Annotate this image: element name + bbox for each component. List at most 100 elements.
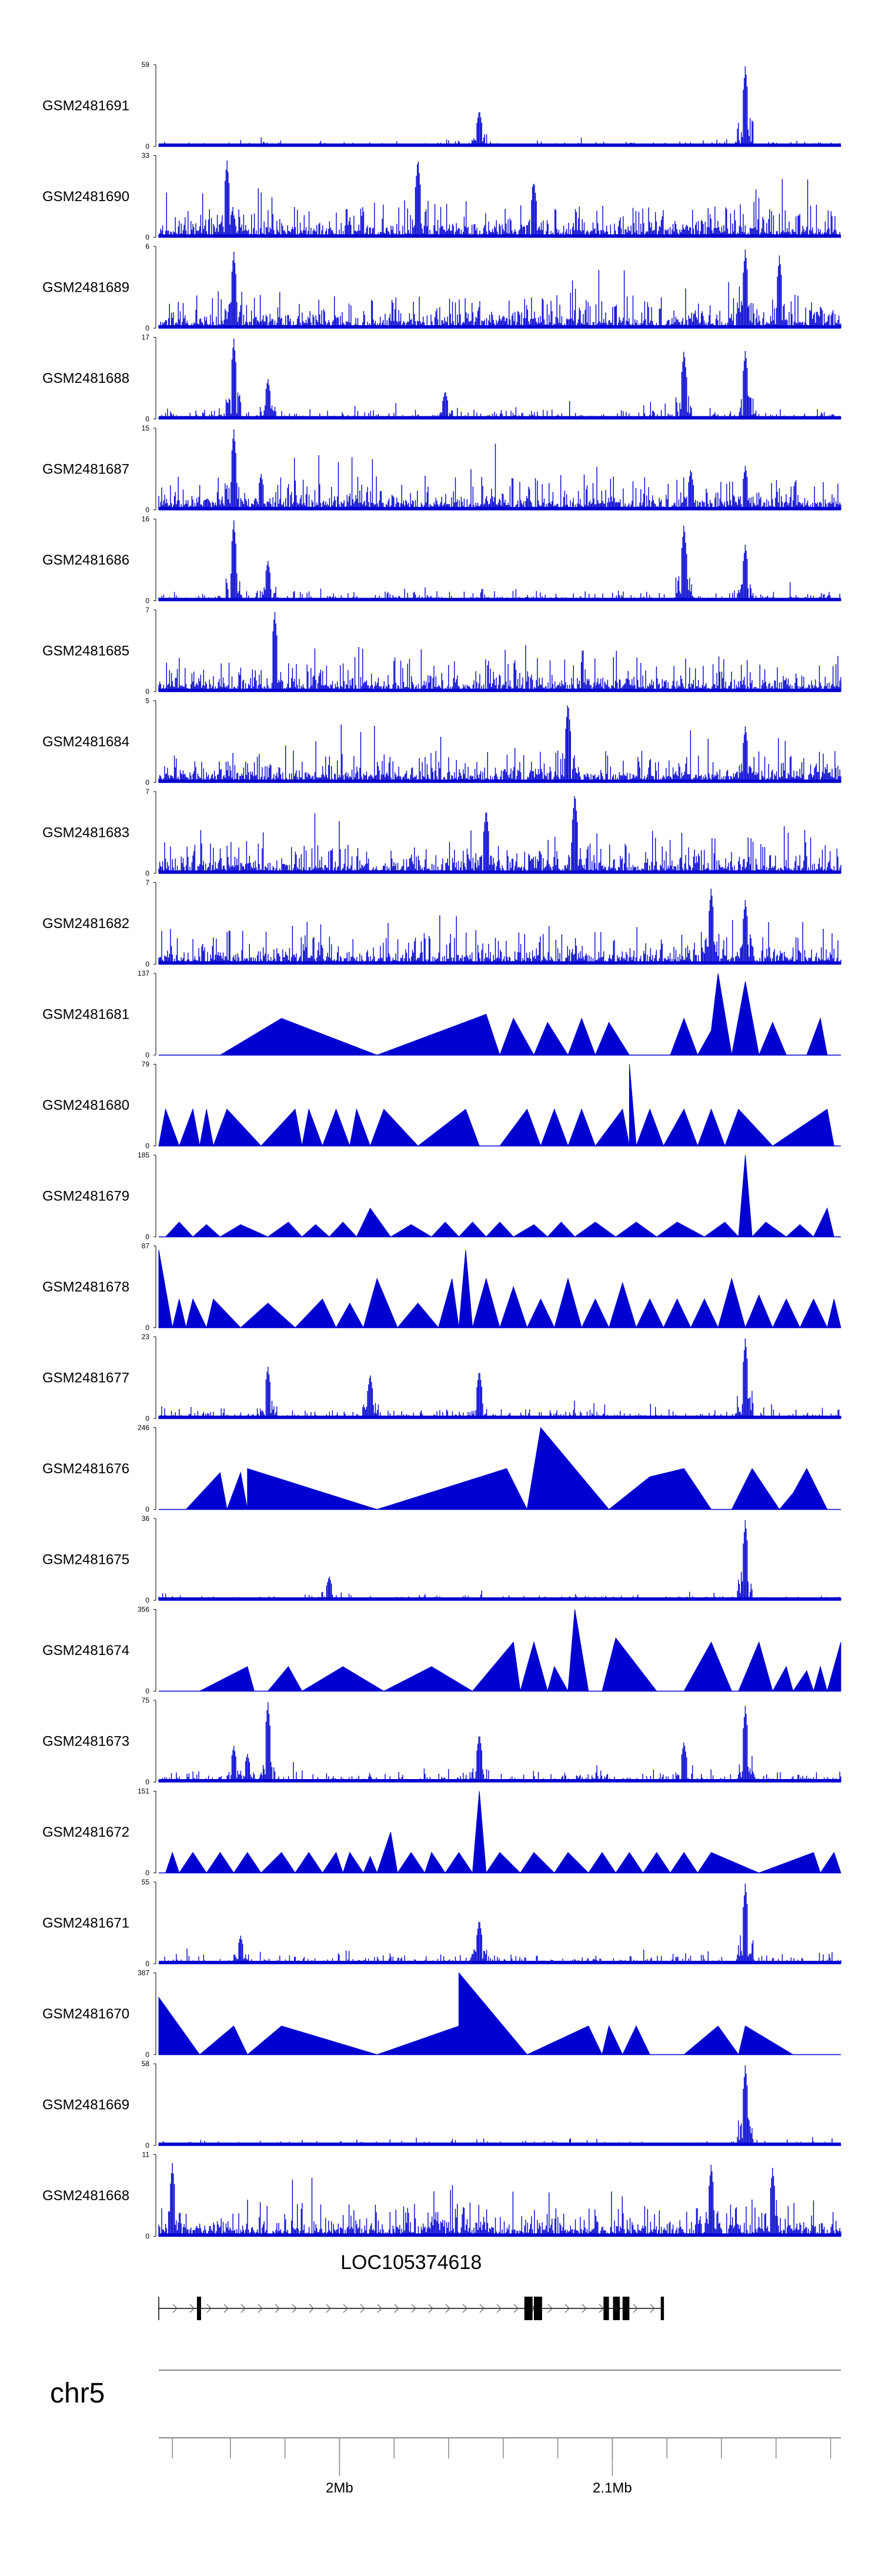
y-min-label: 0 <box>145 779 149 787</box>
strand-arrow <box>206 2304 212 2313</box>
y-min-label: 0 <box>145 1506 149 1514</box>
strand-arrow <box>343 2304 348 2313</box>
exon <box>622 2297 630 2320</box>
strand-arrow <box>513 2304 519 2313</box>
axis-tick-label: 2Mb <box>326 2480 353 2496</box>
signal-area <box>159 973 841 1056</box>
gene-track: LOC105374618 <box>158 2251 664 2320</box>
exon <box>613 2297 620 2320</box>
exon <box>603 2297 609 2320</box>
y-min-label: 0 <box>145 2051 149 2059</box>
track-label: GSM2481681 <box>42 1007 129 1023</box>
signal-area <box>159 1154 841 1238</box>
strand-arrow <box>496 2304 502 2313</box>
track-GSM2481677: GSM2481677 23 0 <box>42 1333 841 1423</box>
track-label: GSM2481674 <box>42 1643 129 1659</box>
strand-arrow <box>309 2304 314 2313</box>
strand-arrow <box>547 2304 553 2313</box>
strand-arrow <box>650 2304 655 2313</box>
y-min-label: 0 <box>145 324 149 332</box>
y-min-label: 0 <box>145 1869 149 1877</box>
track-GSM2481668: GSM2481668 11 0 <box>42 2151 841 2241</box>
track-GSM2481671: GSM2481671 55 0 <box>42 1878 841 1968</box>
track-label: GSM2481686 <box>42 552 129 568</box>
signal-floor <box>159 2143 841 2145</box>
signal-bars <box>158 889 841 965</box>
strand-arrow <box>223 2304 229 2313</box>
track-label: GSM2481668 <box>42 2188 129 2204</box>
y-min-label: 0 <box>145 597 149 605</box>
y-min-label: 0 <box>145 869 149 877</box>
y-min-label: 0 <box>145 1960 149 1968</box>
signal-bars <box>158 2163 841 2237</box>
exon <box>534 2297 542 2320</box>
track-GSM2481678: GSM2481678 87 0 <box>42 1242 841 1332</box>
signal-bars <box>158 796 841 873</box>
signal-floor <box>159 416 841 419</box>
position-axis: 2Mb 2.1Mb <box>159 2370 841 2496</box>
track-label: GSM2481671 <box>42 1916 129 1931</box>
y-max-label: 58 <box>142 2060 150 2068</box>
y-max-label: 137 <box>138 969 149 977</box>
strand-arrow <box>189 2304 195 2313</box>
track-GSM2481670: GSM2481670 387 0 <box>42 1969 841 2059</box>
y-max-label: 387 <box>138 1969 149 1977</box>
y-max-label: 55 <box>142 1878 150 1886</box>
y-max-label: 6 <box>145 242 149 251</box>
y-min-label: 0 <box>145 1687 149 1696</box>
strand-arrow <box>428 2304 433 2313</box>
signal-area <box>158 1972 841 2056</box>
track-GSM2481686: GSM2481686 16 0 <box>42 515 841 605</box>
y-max-label: 246 <box>138 1424 149 1432</box>
signal-bars <box>158 249 841 328</box>
gene-model <box>158 2297 664 2320</box>
strand-arrow <box>633 2304 638 2313</box>
track-label: GSM2481685 <box>42 643 129 659</box>
y-min-label: 0 <box>145 1414 149 1423</box>
y-max-label: 33 <box>142 152 150 160</box>
signal-floor <box>159 325 841 328</box>
signal-floor <box>159 961 841 965</box>
signal-floor <box>159 689 841 692</box>
signal-area <box>159 1791 841 1874</box>
track-GSM2481673: GSM2481673 75 0 <box>42 1696 841 1786</box>
signal-floor <box>159 1961 841 1964</box>
track-label: GSM2481669 <box>42 2097 129 2113</box>
track-label: GSM2481677 <box>42 1370 129 1386</box>
track-label: GSM2481687 <box>42 462 129 478</box>
y-max-label: 11 <box>142 2151 150 2159</box>
y-min-label: 0 <box>145 688 149 696</box>
strand-arrow <box>292 2304 297 2313</box>
strand-arrow <box>377 2304 382 2313</box>
y-min-label: 0 <box>145 2233 149 2241</box>
y-min-label: 0 <box>145 1596 149 1604</box>
chromosome-axis: chr5 2Mb 2.1Mb <box>50 2370 841 2496</box>
track-GSM2481676: GSM2481676 246 0 <box>42 1424 841 1514</box>
y-max-label: 151 <box>138 1787 149 1796</box>
track-GSM2481687: GSM2481687 15 0 <box>42 424 841 514</box>
track-GSM2481681: GSM2481681 137 0 <box>42 969 841 1059</box>
signal-bars <box>158 1520 841 1600</box>
y-max-label: 75 <box>142 1696 150 1704</box>
signal-floor <box>159 144 841 146</box>
track-label: GSM2481691 <box>42 98 129 114</box>
strand-arrow <box>582 2304 587 2313</box>
y-max-label: 7 <box>145 788 149 796</box>
y-max-label: 79 <box>142 1060 150 1069</box>
y-max-label: 87 <box>142 1242 150 1250</box>
y-min-label: 0 <box>145 960 149 969</box>
y-min-label: 0 <box>145 1324 149 1332</box>
track-GSM2481688: GSM2481688 17 0 <box>42 333 841 423</box>
y-min-label: 0 <box>145 1778 149 1786</box>
signal-floor <box>159 1597 841 1600</box>
y-min-label: 0 <box>145 415 149 423</box>
signal-floor <box>159 870 841 873</box>
track-GSM2481675: GSM2481675 36 0 <box>42 1514 841 1604</box>
signal-floor <box>159 598 841 601</box>
y-max-label: 59 <box>142 61 150 69</box>
track-label: GSM2481688 <box>42 371 129 386</box>
y-min-label: 0 <box>145 1051 149 1059</box>
track-GSM2481672: GSM2481672 151 0 <box>42 1787 841 1877</box>
y-max-label: 17 <box>142 333 150 342</box>
